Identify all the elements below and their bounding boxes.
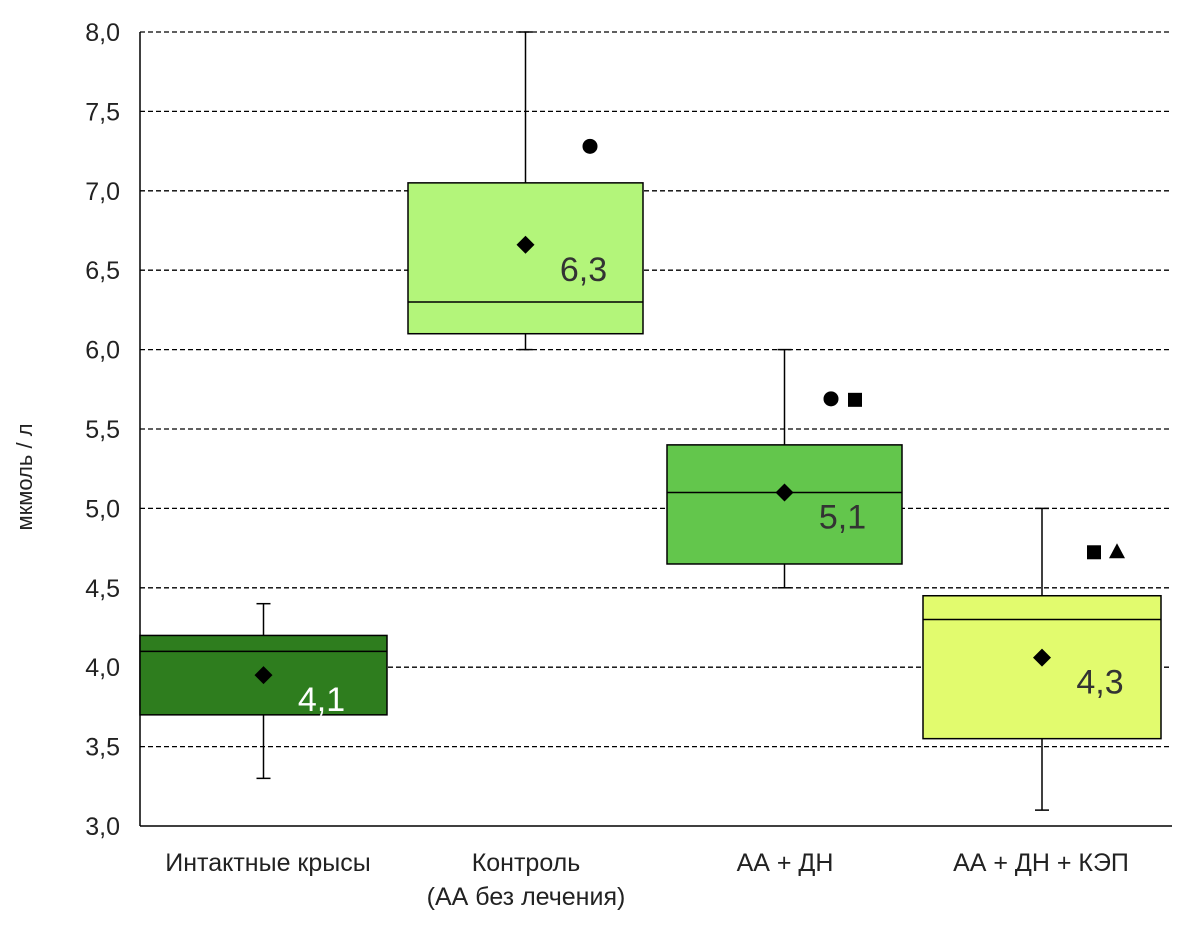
y-axis-label: мкмоль / л bbox=[12, 423, 37, 530]
median-value-label: 4,3 bbox=[1076, 664, 1123, 702]
median-value-label: 6,3 bbox=[560, 251, 607, 289]
significance-square-marker bbox=[848, 392, 862, 407]
y-tick-label: 3,0 bbox=[85, 813, 120, 841]
x-category-label: Интактные крысы bbox=[165, 849, 370, 877]
y-tick-label: 6,5 bbox=[85, 257, 120, 285]
significance-circle-marker bbox=[823, 391, 839, 407]
x-category-label: АА + ДН + КЭП bbox=[953, 849, 1129, 877]
box-iqr bbox=[666, 444, 903, 565]
y-tick-label: 4,5 bbox=[85, 575, 120, 603]
box-iqr bbox=[922, 594, 1162, 740]
median-value-label: 5,1 bbox=[819, 499, 866, 537]
y-tick-label: 3,5 bbox=[85, 734, 120, 762]
y-tick-label: 5,0 bbox=[85, 495, 120, 523]
y-tick-label: 8,0 bbox=[85, 19, 120, 47]
y-tick-label: 4,0 bbox=[85, 654, 120, 682]
box-iqr bbox=[407, 182, 644, 335]
x-category-label: Контроль bbox=[472, 849, 581, 877]
y-tick-label: 7,5 bbox=[85, 98, 120, 126]
mean-diamond bbox=[516, 235, 535, 254]
y-tick-label: 6,0 bbox=[85, 337, 120, 365]
significance-square-marker bbox=[1087, 545, 1101, 560]
mean-diamond bbox=[254, 666, 273, 685]
y-tick-label: 7,0 bbox=[85, 178, 120, 206]
x-category-label: (АА без лечения) bbox=[427, 883, 626, 911]
significance-circle-marker bbox=[582, 138, 598, 154]
mean-diamond bbox=[1033, 648, 1051, 667]
y-tick-label: 5,5 bbox=[85, 416, 120, 444]
x-category-label: АА + ДН bbox=[737, 849, 834, 877]
median-value-label: 4,1 bbox=[298, 681, 345, 719]
significance-triangle-marker bbox=[1109, 543, 1125, 559]
mean-diamond bbox=[775, 483, 794, 502]
